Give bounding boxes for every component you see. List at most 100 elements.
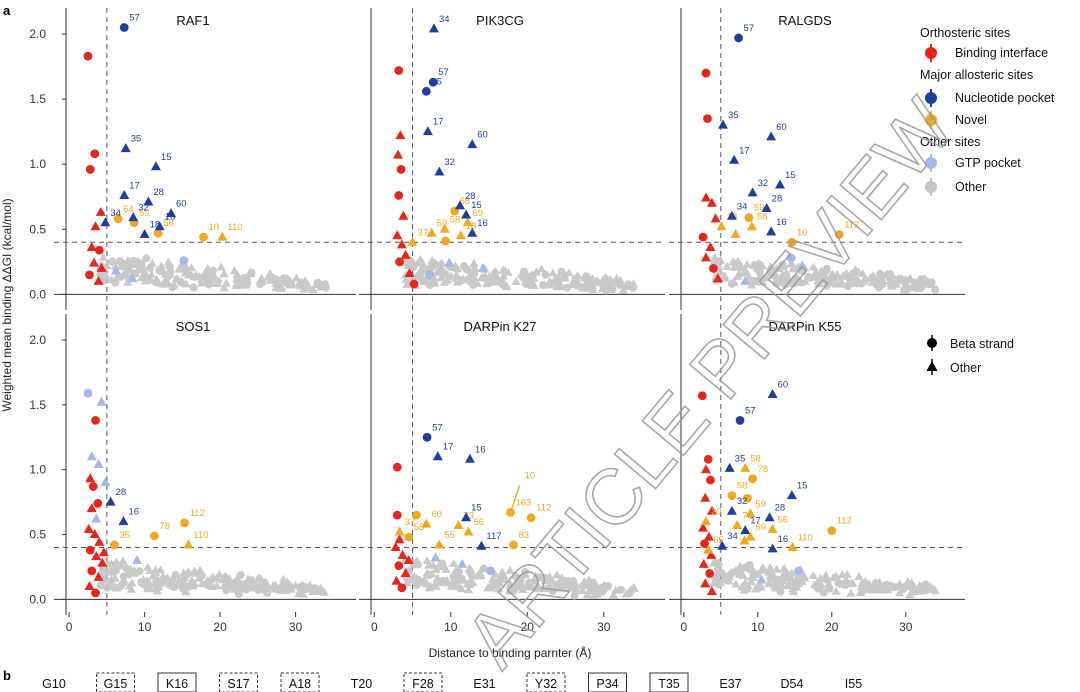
other-point	[733, 259, 743, 268]
nucleotide-point	[724, 462, 735, 472]
other-point	[157, 577, 168, 586]
other-point	[122, 564, 131, 573]
other-point	[502, 282, 512, 291]
other-point	[522, 272, 531, 281]
other-point	[438, 266, 448, 275]
residue-label: 32	[737, 496, 748, 507]
nucleotide-point	[718, 119, 729, 129]
interface-point	[85, 270, 94, 280]
residue-box-solid	[588, 672, 627, 692]
other-point	[122, 277, 133, 286]
residue-label: 10	[797, 227, 808, 238]
residue-g10: G10	[42, 677, 66, 691]
nucleotide-point	[467, 139, 478, 149]
x-tick-label: 20	[825, 620, 839, 634]
other-point	[116, 272, 125, 281]
residue-label: 60	[477, 130, 488, 141]
gtp-point	[93, 459, 104, 468]
residue-label: 73	[463, 510, 474, 521]
novel-point	[748, 474, 758, 484]
other-point	[122, 265, 133, 274]
interface-point	[83, 523, 94, 533]
other-point	[127, 578, 137, 587]
other-point	[841, 269, 851, 278]
gtp-point	[132, 555, 143, 565]
interface-point	[404, 268, 415, 278]
interface-point	[705, 569, 715, 578]
residue-label: 58	[414, 522, 425, 533]
residue-row: G10 G15 K16 S17 A18 T20 F28 E31 Y32 P34 T35 E37 D54 I…	[42, 672, 862, 692]
gtp-point	[794, 566, 803, 576]
x-tick-label: 10	[138, 620, 152, 634]
nucleotide-point	[154, 221, 165, 231]
other-point	[737, 582, 747, 591]
other-point	[415, 272, 424, 281]
residue-label: 37	[418, 227, 429, 238]
other-point	[146, 263, 155, 272]
residue-label: 16	[165, 212, 176, 223]
other-point	[168, 574, 178, 583]
residue-label: 16	[475, 444, 486, 455]
other-point	[262, 579, 272, 588]
legend-other: Other	[955, 180, 986, 194]
other-point	[96, 577, 106, 586]
other-point	[881, 270, 891, 279]
other-point	[779, 563, 789, 572]
other-point	[858, 276, 868, 285]
other-point	[764, 579, 774, 588]
other-point	[521, 567, 530, 576]
nucleotide-point	[454, 200, 465, 210]
interface-point	[700, 578, 711, 588]
other-point	[871, 577, 881, 586]
gtp-point	[100, 477, 111, 487]
nucleotide-point	[422, 126, 433, 136]
residue-s17: S17	[227, 677, 249, 691]
other-point	[177, 574, 188, 583]
other-point	[424, 560, 434, 569]
interface-point	[87, 566, 97, 576]
y-tick-label: 0.0	[29, 592, 46, 606]
interface-point	[706, 197, 717, 207]
panel-a-label: a	[3, 3, 11, 18]
residue-label: 35	[131, 134, 142, 145]
residue-label: 57	[432, 422, 443, 433]
residue-label: 57	[129, 13, 140, 24]
other-point	[103, 274, 114, 283]
other-point	[907, 579, 917, 588]
novel-point	[434, 539, 445, 549]
interface-point	[89, 257, 100, 267]
other-point	[256, 573, 266, 582]
y-tick-label: 0.5	[29, 528, 46, 542]
novel-point	[426, 227, 437, 237]
y-tick-label: 2.0	[29, 27, 46, 41]
other-point	[560, 575, 570, 584]
panel-title: DARPin K55	[769, 319, 842, 334]
other-point	[772, 279, 781, 288]
interface-point	[395, 130, 406, 140]
other-point	[778, 260, 787, 269]
other-point	[731, 579, 741, 588]
other-point	[815, 584, 825, 593]
other-point	[232, 274, 242, 283]
other-point	[748, 573, 758, 582]
nucleotide-point	[735, 415, 745, 425]
other-point	[500, 266, 510, 275]
residue-label: 69	[755, 522, 766, 533]
residue-label: 15	[471, 503, 482, 514]
other-point	[610, 585, 621, 594]
residue-label: 32	[138, 203, 149, 214]
residue-label: 34	[110, 208, 121, 219]
nucleotide-point	[428, 23, 439, 33]
residue-a18: A18	[289, 677, 311, 691]
other-point	[450, 261, 460, 270]
novel-point	[217, 231, 228, 241]
other-point	[257, 583, 268, 592]
residue-label: 34	[439, 14, 450, 25]
x-axis-label: Distance to binding parnter (Å)	[429, 645, 592, 660]
other-point	[722, 261, 732, 270]
interface-point	[706, 475, 715, 485]
residue-label: 65	[713, 535, 724, 546]
nucleotide-point	[464, 453, 475, 463]
other-point	[189, 283, 198, 292]
